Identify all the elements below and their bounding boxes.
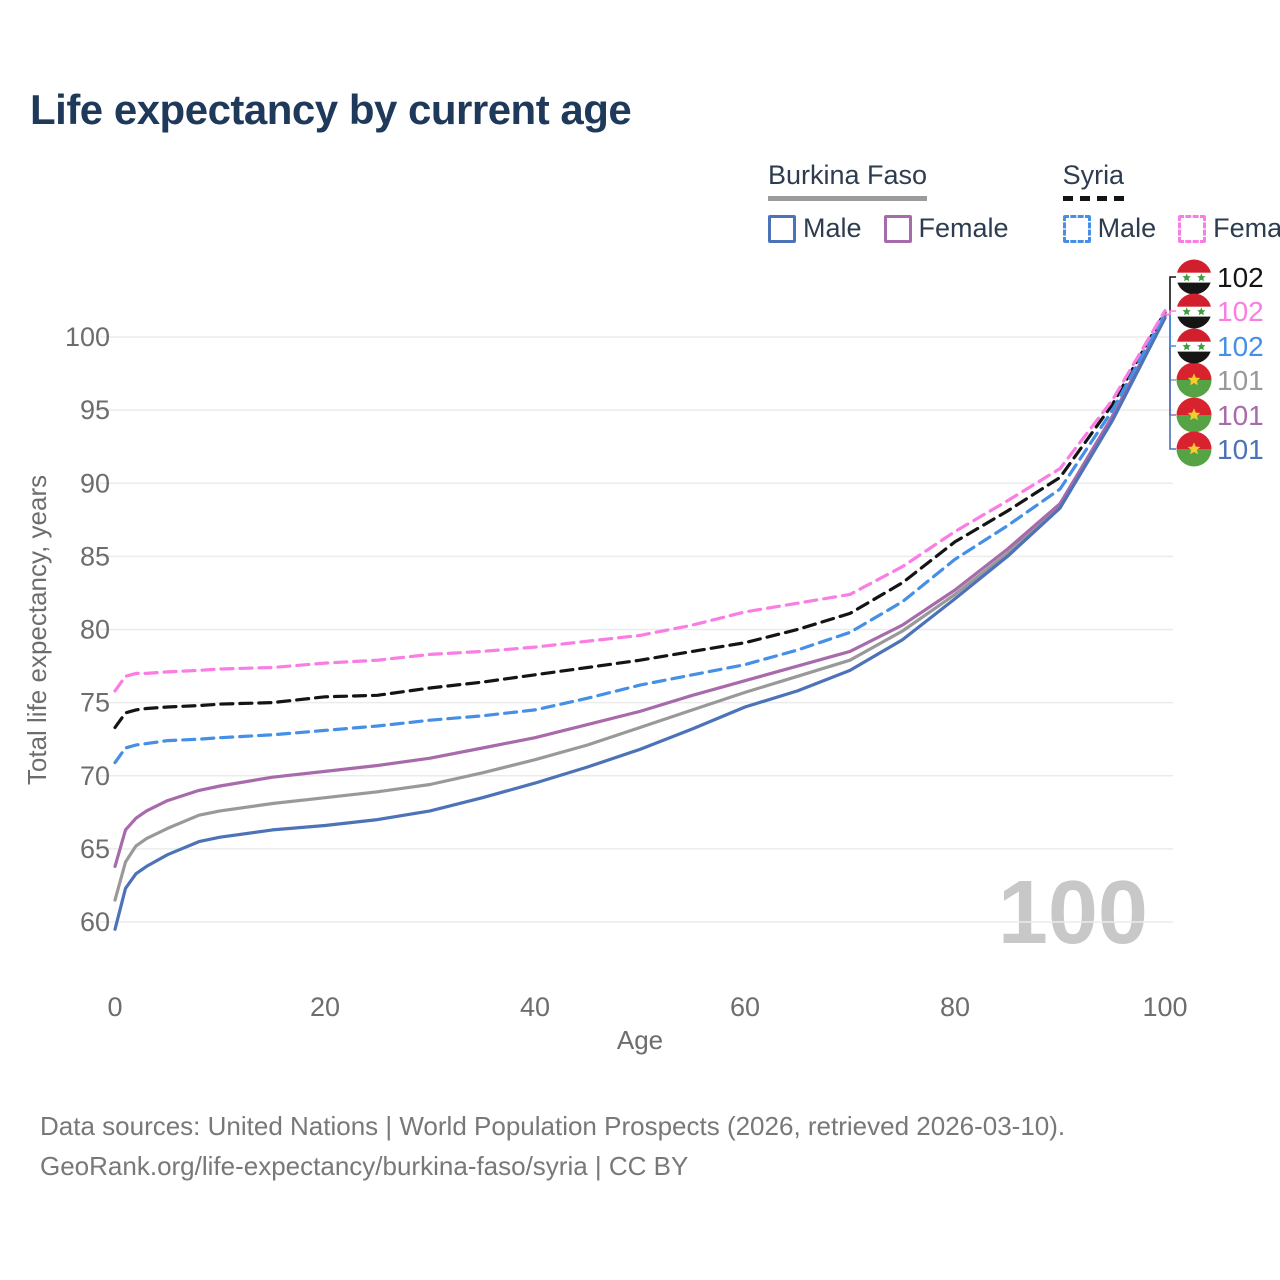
flag-band-green	[1176, 380, 1212, 398]
y-tick-label: 75	[80, 688, 110, 718]
legend-item-label: Male	[1097, 213, 1157, 243]
series-line-syria-female[interactable]	[113, 309, 1167, 693]
syria-flag-icon	[1176, 293, 1212, 329]
flag-band-white	[1176, 306, 1212, 317]
flag-band-red	[1176, 293, 1212, 307]
series-line-syria-male[interactable]	[113, 312, 1167, 765]
legend-item-burkina-faso-male[interactable]: Male	[768, 213, 862, 244]
end-label-connector-syria-total	[1165, 276, 1176, 316]
dashed-line-swatch-icon	[1062, 214, 1091, 243]
flag-band-black	[1176, 351, 1212, 364]
series-line-burkina-faso-female[interactable]	[113, 314, 1167, 868]
flag-band-green	[1176, 449, 1212, 467]
solid-line-swatch-icon	[883, 214, 912, 243]
legend-group-title[interactable]: Burkina Faso	[768, 160, 928, 201]
y-tick-label: 85	[80, 541, 110, 571]
flag-star	[1197, 273, 1206, 282]
flag-band-white	[1176, 272, 1212, 283]
flag-art	[1176, 397, 1212, 433]
flag-art	[1176, 293, 1212, 329]
chart-legend: Burkina Faso Male Female Syria Male Female	[768, 160, 1280, 244]
x-tick-label: 60	[730, 992, 760, 1022]
legend-item-syria-male[interactable]: Male	[1062, 213, 1157, 244]
flag-art	[1176, 431, 1212, 467]
end-value-label-syria-total: 102	[1217, 262, 1264, 293]
series-line-syria-total[interactable]	[113, 310, 1167, 730]
flag-star	[1187, 373, 1201, 386]
end-value-label-burkina-faso-male: 101	[1217, 434, 1264, 465]
flag-star	[1182, 342, 1191, 351]
flag-band-red	[1176, 259, 1212, 273]
flag-star	[1197, 307, 1206, 316]
y-tick-label: 95	[80, 395, 110, 425]
x-tick-label: 100	[1142, 992, 1187, 1022]
y-tick-label: 100	[65, 322, 110, 352]
frame-watermark: 100	[997, 863, 1148, 963]
flag-art	[1176, 259, 1212, 295]
end-value-label-syria-male: 102	[1217, 331, 1264, 362]
flag-band-red	[1176, 328, 1212, 342]
end-label-connector-syria-male	[1165, 313, 1176, 347]
syria-flag-icon	[1176, 328, 1212, 364]
y-tick-label: 90	[80, 468, 110, 498]
legend-group-syria: Syria Male Female	[1062, 160, 1280, 244]
flag-star	[1182, 307, 1191, 316]
flag-band-red	[1176, 362, 1212, 380]
flag-art	[1176, 362, 1212, 398]
end-value-label-syria-female: 102	[1217, 296, 1264, 327]
y-tick-label: 70	[80, 761, 110, 791]
legend-item-burkina-faso-female[interactable]: Female	[883, 213, 1009, 244]
syria-flag-icon	[1176, 259, 1212, 295]
flag-band-green	[1176, 415, 1212, 433]
flag-band-red	[1176, 397, 1212, 415]
flag-band-black	[1176, 282, 1212, 295]
y-tick-label: 80	[80, 615, 110, 645]
x-axis-title: Age	[617, 1025, 663, 1055]
x-tick-label: 20	[310, 992, 340, 1022]
y-axis-title: Total life expectancy, years	[22, 475, 52, 785]
flag-star	[1197, 342, 1206, 351]
flag-star	[1187, 442, 1201, 455]
burkina-faso-flag-icon	[1176, 397, 1212, 433]
flag-star	[1187, 408, 1201, 421]
page-title: Life expectancy by current age	[30, 86, 632, 133]
x-tick-label: 80	[940, 992, 970, 1022]
end-value-label-burkina-faso-female: 101	[1217, 400, 1264, 431]
legend-item-label: Female	[918, 213, 1009, 243]
x-tick-label: 0	[107, 992, 122, 1022]
y-tick-label: 65	[80, 834, 110, 864]
flag-band-white	[1176, 341, 1212, 352]
footer: Data sources: United Nations | World Pop…	[40, 1106, 1065, 1186]
legend-group-burkina-faso: Burkina Faso Male Female	[768, 160, 1009, 244]
footer-data-sources: Data sources: United Nations | World Pop…	[40, 1111, 1066, 1141]
end-label-connector-syria-female	[1165, 310, 1176, 316]
dashed-line-swatch-icon	[1178, 214, 1207, 243]
legend-item-label: Male	[803, 213, 862, 243]
burkina-faso-flag-icon	[1176, 431, 1212, 467]
legend-item-label: Female	[1213, 213, 1280, 243]
series-line-burkina-faso-total[interactable]	[113, 314, 1167, 902]
legend-item-syria-female[interactable]: Female	[1178, 213, 1280, 244]
flag-art	[1176, 328, 1212, 364]
end-value-label-burkina-faso-total: 101	[1217, 365, 1264, 396]
flag-band-black	[1176, 316, 1212, 329]
flag-band-red	[1176, 431, 1212, 449]
series-line-burkina-faso-male[interactable]	[113, 316, 1167, 931]
flag-star	[1182, 273, 1191, 282]
burkina-faso-flag-icon	[1176, 362, 1212, 398]
x-tick-label: 40	[520, 992, 550, 1022]
y-tick-label: 60	[80, 907, 110, 937]
footer-attribution: GeoRank.org/life-expectancy/burkina-faso…	[40, 1151, 689, 1181]
legend-group-title[interactable]: Syria	[1062, 160, 1125, 201]
solid-line-swatch-icon	[768, 214, 796, 243]
